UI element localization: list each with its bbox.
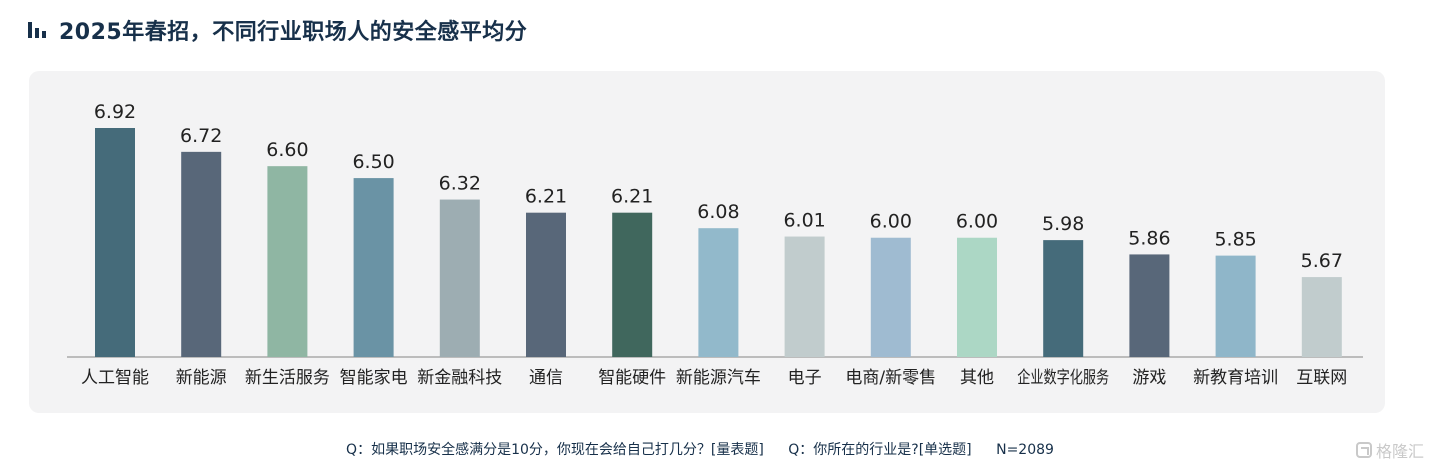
- data-label: 6.72: [180, 125, 222, 147]
- data-label: 6.00: [870, 211, 912, 233]
- category-label: 新能源汽车: [676, 368, 761, 388]
- bar: [1301, 277, 1342, 357]
- category-label: 新能源: [176, 368, 227, 388]
- bar: [1043, 240, 1084, 357]
- category-label: 电商/新零售: [845, 368, 936, 388]
- data-label: 5.86: [1128, 227, 1170, 249]
- data-label: 6.60: [266, 139, 308, 161]
- bar: [612, 212, 653, 357]
- data-label: 5.67: [1301, 250, 1343, 272]
- bar: [1215, 255, 1256, 357]
- category-label: 新生活服务: [245, 368, 330, 388]
- bar: [95, 128, 135, 357]
- footnote: Q：如果职场安全感满分是10分，你现在会给自己打几分？[量表题] Q：你所在的行…: [0, 439, 1400, 459]
- category-label: 智能家电: [340, 368, 408, 388]
- data-label: 6.21: [611, 186, 653, 208]
- category-label: 企业数字化服务: [1017, 368, 1109, 388]
- data-label: 6.08: [697, 201, 739, 223]
- chart-title: 2025年春招，不同行业职场人的安全感平均分: [59, 20, 528, 45]
- footnote-sample-size: N=2089: [996, 442, 1054, 458]
- footnote-question-1: Q：如果职场安全感满分是10分，你现在会给自己打几分？[量表题]: [346, 442, 764, 458]
- category-label: 人工智能: [81, 368, 149, 388]
- bar: [698, 228, 739, 357]
- bar: [181, 151, 222, 357]
- data-label: 6.21: [525, 186, 567, 208]
- bar: [1129, 254, 1170, 357]
- data-label: 5.98: [1042, 213, 1084, 235]
- category-label: 游戏: [1132, 368, 1166, 388]
- bar: [439, 199, 480, 357]
- bar: [784, 236, 825, 357]
- category-label: 互联网: [1296, 368, 1347, 388]
- watermark: 格隆汇: [1355, 438, 1424, 462]
- bar: [353, 178, 394, 357]
- category-label: 新金融科技: [417, 368, 502, 388]
- data-label: 6.92: [94, 101, 136, 123]
- data-label: 5.85: [1214, 229, 1256, 251]
- category-label: 智能硬件: [598, 368, 666, 388]
- bar-chart-icon: [28, 22, 46, 38]
- bar: [870, 237, 911, 357]
- category-label: 其他: [960, 368, 994, 388]
- data-label: 6.50: [352, 151, 394, 173]
- category-label: 电子: [788, 368, 822, 388]
- data-label: 6.01: [783, 210, 825, 232]
- category-label: 新教育培训: [1193, 368, 1278, 388]
- footnote-question-2: Q：你所在的行业是?[单选题]: [788, 442, 972, 458]
- category-label: 通信: [529, 368, 563, 388]
- gelonghui-logo-icon: [1355, 442, 1372, 458]
- bar: [526, 212, 566, 357]
- chart-panel: 6.92 人工智能 6.72 新能源 6.60 新生活服务 6.50 智能家电 6.32 新金融科…: [29, 71, 1385, 413]
- watermark-text: 格隆汇: [1375, 442, 1424, 461]
- bar: [267, 166, 308, 357]
- bar-chart: 6.92 人工智能 6.72 新能源 6.60 新生活服务 6.50 智能家电 6.32 新金融科…: [67, 101, 1363, 388]
- data-label: 6.00: [956, 211, 998, 233]
- chart-header: 2025年春招，不同行业职场人的安全感平均分: [27, 14, 527, 46]
- data-label: 6.32: [439, 173, 481, 195]
- bar: [957, 237, 997, 357]
